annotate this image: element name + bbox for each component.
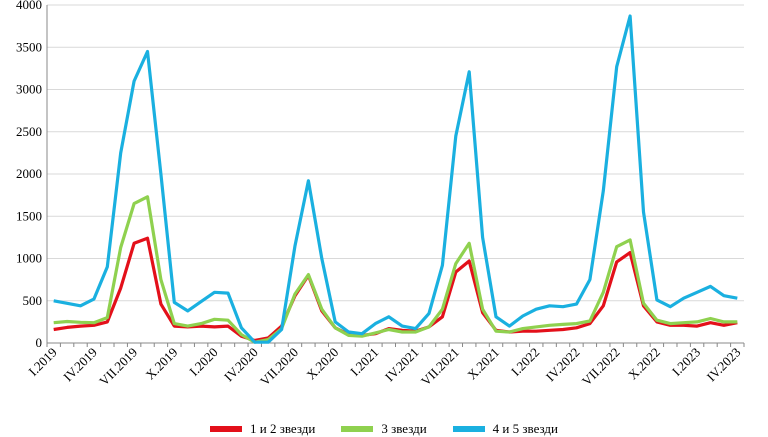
series-line-3 <box>54 16 738 342</box>
y-tick-label: 4000 <box>16 0 42 12</box>
x-tick-label: X.2021 <box>464 345 502 383</box>
y-tick-label: 1000 <box>16 251 42 266</box>
legend-label: 1 и 2 звезди <box>250 421 315 437</box>
y-tick-label: 2000 <box>16 166 42 181</box>
x-tick-label: X.2020 <box>303 345 341 383</box>
y-tick-label: 3000 <box>16 82 42 97</box>
x-tick-label: I.2023 <box>669 345 703 379</box>
x-tick-label: I.2020 <box>186 345 220 379</box>
legend-swatch <box>210 426 242 432</box>
x-tick-label: IV.2021 <box>382 345 422 385</box>
legend-item: 3 звезди <box>341 421 426 437</box>
series-lines <box>54 16 738 342</box>
y-axis: 0 500 1000 1500 2000 2500 3000 3500 4000 <box>16 0 47 350</box>
x-tick-label: IV.2023 <box>704 345 744 385</box>
x-tick-label: I.2021 <box>347 345 381 379</box>
legend: 1 и 2 звезди 3 звезди 4 и 5 звезди <box>0 421 768 437</box>
legend-swatch <box>453 426 485 432</box>
x-tick-label: VII.2019 <box>96 345 140 389</box>
x-tick-label: IV.2022 <box>543 345 583 385</box>
y-tick-label: 2500 <box>16 124 42 139</box>
x-tick-label: IV.2019 <box>60 345 100 385</box>
x-tick-label: VII.2020 <box>257 345 301 389</box>
x-tick-label: IV.2020 <box>221 345 261 385</box>
legend-label: 3 звезди <box>381 421 426 437</box>
x-tick-label: VII.2021 <box>418 345 462 389</box>
x-tick-label: X.2022 <box>625 345 663 383</box>
y-tick-label: 3500 <box>16 39 42 54</box>
legend-swatch <box>341 426 373 432</box>
legend-item: 4 и 5 звезди <box>453 421 558 437</box>
x-tick-label: VII.2022 <box>579 345 623 389</box>
x-tick-label: X.2019 <box>143 345 181 383</box>
y-tick-label: 1500 <box>16 208 42 223</box>
y-tick-label: 0 <box>36 335 43 350</box>
x-tick-label: I.2019 <box>25 345 59 379</box>
legend-item: 1 и 2 звезди <box>210 421 315 437</box>
y-tick-label: 500 <box>23 293 43 308</box>
legend-label: 4 и 5 звезди <box>493 421 558 437</box>
x-tick-label: I.2022 <box>508 345 542 379</box>
